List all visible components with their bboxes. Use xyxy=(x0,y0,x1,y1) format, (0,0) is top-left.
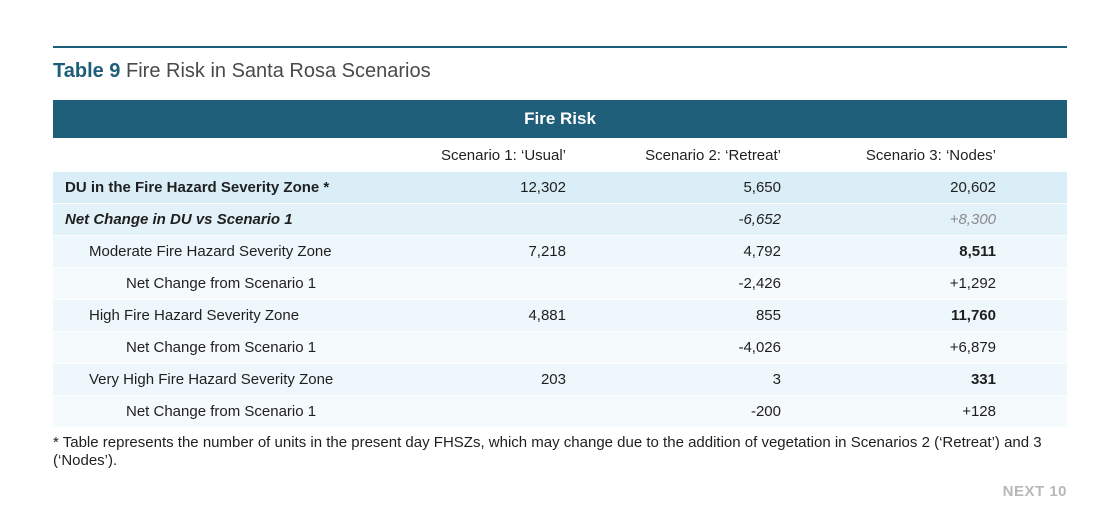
cell-scenario-2: 4,792 xyxy=(743,243,781,260)
table-row: Net Change from Scenario 1 -200 +128 xyxy=(53,396,1067,428)
table-row: High Fire Hazard Severity Zone 4,881 855… xyxy=(53,300,1067,332)
cell-scenario-2: 5,650 xyxy=(743,179,781,196)
column-header-scenario-3: Scenario 3: ‘Nodes’ xyxy=(865,146,996,164)
cell-scenario-1: 7,218 xyxy=(528,243,566,260)
cell-scenario-1: 203 xyxy=(540,371,566,388)
table-title-text: Fire Risk in Santa Rosa Scenarios xyxy=(126,60,431,82)
cell-scenario-2: -4,026 xyxy=(738,339,781,356)
row-label: DU in the Fire Hazard Severity Zone * xyxy=(65,179,330,196)
cell-scenario-2: 3 xyxy=(772,371,781,388)
cell-scenario-3: +8,300 xyxy=(949,211,996,228)
cell-scenario-3: 331 xyxy=(970,371,996,388)
cell-scenario-2: -2,426 xyxy=(738,275,781,292)
cell-scenario-3: 11,760 xyxy=(950,307,996,324)
cell-scenario-2: 855 xyxy=(755,307,781,324)
cell-scenario-3: +6,879 xyxy=(949,339,996,356)
table-row: DU in the Fire Hazard Severity Zone * 12… xyxy=(53,172,1067,204)
cell-scenario-3: +1,292 xyxy=(949,275,996,292)
cell-scenario-2: -200 xyxy=(750,403,781,420)
table-number: Table 9 xyxy=(53,60,121,82)
cell-scenario-3: +128 xyxy=(962,403,996,420)
column-header-scenario-2: Scenario 2: ‘Retreat’ xyxy=(645,146,781,164)
row-label: Net Change from Scenario 1 xyxy=(126,339,317,356)
table-band-header: Fire Risk xyxy=(53,100,1067,138)
fire-risk-table: Fire Risk Scenario 1: ‘Usual’ Scenario 2… xyxy=(53,100,1067,428)
row-label: Moderate Fire Hazard Severity Zone xyxy=(89,243,332,260)
table-row: Net Change in DU vs Scenario 1 -6,652 +8… xyxy=(53,204,1067,236)
row-label: High Fire Hazard Severity Zone xyxy=(89,307,300,324)
column-header-row: Scenario 1: ‘Usual’ Scenario 2: ‘Retreat… xyxy=(53,138,1067,172)
top-rule xyxy=(53,46,1067,48)
cell-scenario-3: 20,602 xyxy=(950,179,996,196)
cell-scenario-3: 8,511 xyxy=(959,243,996,260)
next-10-logo: NEXT 10 xyxy=(1002,483,1067,500)
table-row: Very High Fire Hazard Severity Zone 203 … xyxy=(53,364,1067,396)
column-header-scenario-1: Scenario 1: ‘Usual’ xyxy=(440,146,566,164)
row-label: Net Change in DU vs Scenario 1 xyxy=(65,211,293,228)
table-row: Moderate Fire Hazard Severity Zone 7,218… xyxy=(53,236,1067,268)
table-row: Net Change from Scenario 1 -2,426 +1,292 xyxy=(53,268,1067,300)
table-title: Table 9 Fire Risk in Santa Rosa Scenario… xyxy=(53,60,431,83)
table-row: Net Change from Scenario 1 -4,026 +6,879 xyxy=(53,332,1067,364)
cell-scenario-1: 12,302 xyxy=(520,179,566,196)
table-footnote: * Table represents the number of units i… xyxy=(53,434,1042,469)
cell-scenario-1: 4,881 xyxy=(528,307,566,324)
cell-scenario-2: -6,652 xyxy=(738,211,781,228)
row-label: Very High Fire Hazard Severity Zone xyxy=(89,371,334,388)
row-label: Net Change from Scenario 1 xyxy=(126,275,317,292)
row-label: Net Change from Scenario 1 xyxy=(126,403,317,420)
